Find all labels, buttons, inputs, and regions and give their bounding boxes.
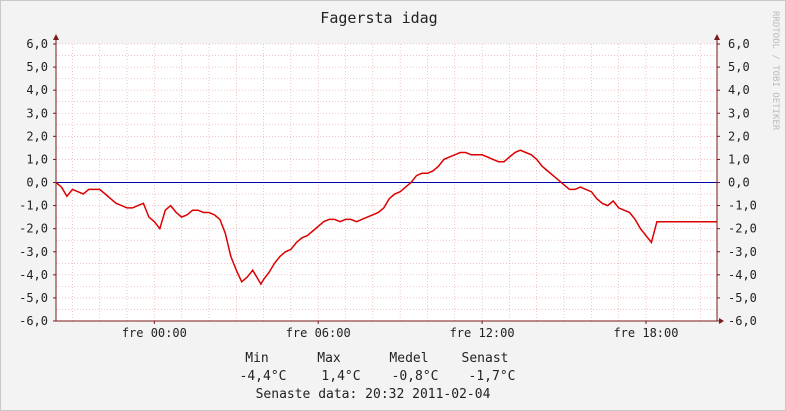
chart-title: Fagersta idag bbox=[320, 9, 437, 27]
stat-header-senast: Senast bbox=[462, 351, 509, 366]
y-tick-label-left: -6,0 bbox=[19, 314, 48, 328]
series-line bbox=[55, 149, 717, 286]
x-axis-arrow bbox=[719, 318, 724, 324]
y-tick-label-left: 3,0 bbox=[26, 106, 48, 120]
y-tick-label-right: -5,0 bbox=[728, 291, 757, 305]
y-tick-label-left: 4,0 bbox=[26, 83, 48, 97]
y-tick-label-left: 1,0 bbox=[26, 152, 48, 166]
stat-header-max: Max bbox=[317, 351, 341, 366]
y-tick-label-right: -6,0 bbox=[728, 314, 757, 328]
last-data-text: Senaste data: 20:32 2011-02-04 bbox=[256, 387, 491, 402]
y-tick-label-right: 3,0 bbox=[728, 106, 750, 120]
stat-value-max: 1,4°C bbox=[321, 369, 360, 384]
x-tick-label: fre 00:00 bbox=[122, 326, 187, 340]
y-axis-arrow-right bbox=[714, 34, 720, 40]
y-tick-label-right: -1,0 bbox=[728, 199, 757, 213]
y-tick-label-right: 0,0 bbox=[728, 176, 750, 190]
y-tick-label-left: -3,0 bbox=[19, 245, 48, 259]
stat-value-min: -4,4°C bbox=[240, 369, 287, 384]
y-tick-label-right: 6,0 bbox=[728, 37, 750, 51]
stats-legend: Min Max Medel Senast -4,4°C 1,4°C -0,8°C… bbox=[240, 351, 516, 402]
y-tick-label-right: -3,0 bbox=[728, 245, 757, 259]
y-tick-label-left: 2,0 bbox=[26, 129, 48, 143]
y-tick-label-left: 5,0 bbox=[26, 60, 48, 74]
y-tick-label-right: 4,0 bbox=[728, 83, 750, 97]
y-tick-label-right: 2,0 bbox=[728, 129, 750, 143]
y-tick-label-left: -1,0 bbox=[19, 199, 48, 213]
stat-value-medel: -0,8°C bbox=[392, 369, 439, 384]
y-tick-label-right: -2,0 bbox=[728, 222, 757, 236]
x-tick-label: fre 12:00 bbox=[450, 326, 515, 340]
y-tick-label-left: -4,0 bbox=[19, 268, 48, 282]
y-axis-right: 6,0 5,0 4,0 3,0 2,0 1,0 0,0 -1,0 -2,0 -3,0 -4,0 -5,… bbox=[717, 37, 757, 328]
y-axis-arrow-left bbox=[53, 34, 59, 40]
x-tick-label: fre 06:00 bbox=[286, 326, 351, 340]
y-tick-label-right: -4,0 bbox=[728, 268, 757, 282]
x-tick-label: fre 18:00 bbox=[613, 326, 678, 340]
y-tick-label-left: -2,0 bbox=[19, 222, 48, 236]
y-tick-label-right: 1,0 bbox=[728, 152, 750, 166]
stat-header-min: Min bbox=[245, 351, 268, 366]
y-tick-label-left: 6,0 bbox=[26, 37, 48, 51]
stat-header-medel: Medel bbox=[389, 351, 428, 366]
y-tick-label-left: 0,0 bbox=[26, 176, 48, 190]
y-tick-label-right: 5,0 bbox=[728, 60, 750, 74]
y-tick-label-left: -5,0 bbox=[19, 291, 48, 305]
y-axis-left: 6,0 5,0 4,0 3,0 2,0 1,0 0,0 -1,0 -2,0 -3,0 -4,0 -5,… bbox=[19, 37, 56, 328]
stat-value-senast: -1,7°C bbox=[469, 369, 516, 384]
watermark: RRDTOOL / TOBI OETIKER bbox=[770, 11, 780, 131]
x-axis: fre 00:00 fre 06:00 fre 12:00 fre 18:00 bbox=[122, 321, 678, 340]
axes bbox=[53, 34, 724, 324]
